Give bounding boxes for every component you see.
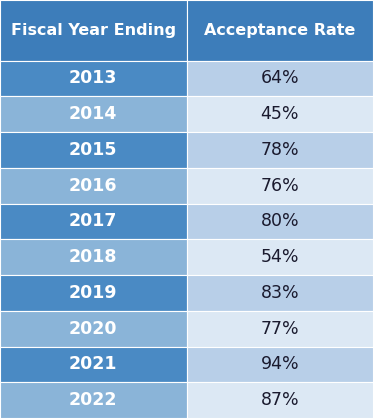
Text: 2015: 2015 (69, 141, 117, 159)
Text: 2020: 2020 (69, 320, 117, 338)
Bar (186, 275, 373, 311)
Text: 2021: 2021 (69, 355, 117, 373)
Bar (186, 382, 373, 418)
Bar (0, 239, 186, 275)
Text: Fiscal Year Ending: Fiscal Year Ending (11, 23, 176, 38)
Text: 45%: 45% (260, 105, 299, 123)
Text: 2014: 2014 (69, 105, 117, 123)
Bar (186, 204, 373, 239)
Bar (0, 347, 186, 382)
Bar (0, 275, 186, 311)
Bar (0, 311, 186, 347)
Text: 76%: 76% (260, 177, 299, 195)
Text: 78%: 78% (260, 141, 299, 159)
Text: 54%: 54% (260, 248, 299, 266)
Bar (0, 97, 186, 132)
Text: 87%: 87% (260, 391, 299, 409)
Bar (186, 132, 373, 168)
Bar (186, 168, 373, 204)
Bar (186, 97, 373, 132)
Text: 2022: 2022 (69, 391, 117, 409)
Bar (186, 239, 373, 275)
Text: 2013: 2013 (69, 69, 117, 87)
Bar (0, 204, 186, 239)
Bar (0, 61, 186, 97)
Text: 2017: 2017 (69, 212, 117, 230)
Text: 77%: 77% (260, 320, 299, 338)
Text: 2019: 2019 (69, 284, 117, 302)
Text: 80%: 80% (260, 212, 299, 230)
Text: 83%: 83% (260, 284, 299, 302)
Bar (0, 132, 186, 168)
Bar (186, 0, 373, 61)
Text: Acceptance Rate: Acceptance Rate (204, 23, 355, 38)
Bar (186, 347, 373, 382)
Text: 2016: 2016 (69, 177, 117, 195)
Bar (186, 61, 373, 97)
Bar (0, 0, 186, 61)
Bar (0, 382, 186, 418)
Text: 2018: 2018 (69, 248, 117, 266)
Text: 94%: 94% (260, 355, 299, 373)
Bar (186, 311, 373, 347)
Text: 64%: 64% (260, 69, 299, 87)
Bar (0, 168, 186, 204)
